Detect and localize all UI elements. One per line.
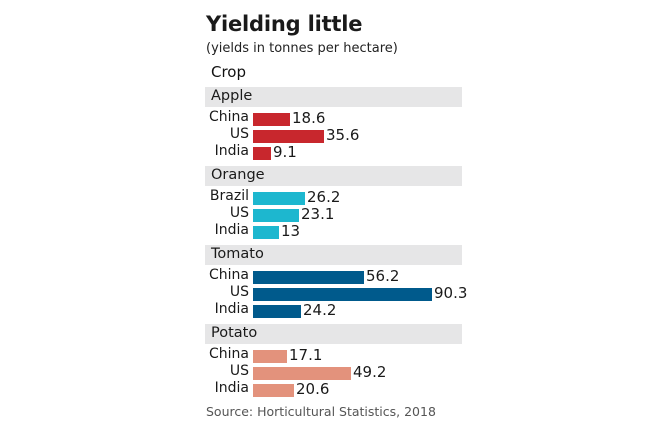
value-label: 24.2 [303, 301, 337, 319]
chart-title: Yielding little [206, 12, 363, 36]
crop-column-label: Crop [211, 63, 247, 81]
bar-row: US 35.6 [205, 126, 505, 144]
value-label: 18.6 [292, 109, 326, 127]
value-label: 35.6 [326, 126, 360, 144]
bar-orange-india [253, 226, 279, 239]
bar-orange-us [253, 209, 299, 222]
bar-potato-us [253, 367, 351, 380]
crop-label: Tomato [211, 246, 264, 262]
crop-label: Orange [211, 167, 265, 183]
value-label: 23.1 [301, 205, 335, 223]
value-label: 17.1 [289, 346, 323, 364]
country-label: US [229, 284, 249, 300]
country-label: US [229, 363, 249, 379]
country-label: India [214, 380, 249, 396]
crop-header-band: Tomato [205, 245, 462, 265]
country-label: India [214, 222, 249, 238]
country-label: China [209, 109, 249, 125]
country-label: US [229, 126, 249, 142]
country-label: China [209, 346, 249, 362]
bar-row: Brazil 26.2 [205, 188, 505, 206]
country-label: China [209, 267, 249, 283]
value-label: 26.2 [307, 188, 341, 206]
value-label: 56.2 [366, 267, 400, 285]
crop-label: Potato [211, 325, 258, 341]
chart-subtitle: (yields in tonnes per hectare) [206, 41, 398, 56]
bar-apple-us [253, 130, 324, 143]
bar-row: India 13 [205, 222, 505, 240]
bar-tomato-us [253, 288, 432, 301]
bar-row: India 20.6 [205, 380, 505, 398]
bar-apple-india [253, 147, 271, 160]
value-label: 20.6 [296, 380, 330, 398]
bar-tomato-india [253, 305, 301, 318]
bar-row: US 23.1 [205, 205, 505, 223]
country-label: Brazil [209, 188, 249, 204]
bar-row: China 18.6 [205, 109, 505, 127]
bar-potato-china [253, 350, 287, 363]
country-label: India [214, 143, 249, 159]
bar-potato-india [253, 384, 294, 397]
value-label: 90.3 [434, 284, 468, 302]
bar-row: US 90.3 [205, 284, 505, 302]
country-label: US [229, 205, 249, 221]
bar-row: India 9.1 [205, 143, 505, 161]
country-label: India [214, 301, 249, 317]
value-label: 13 [281, 222, 301, 240]
bar-orange-brazil [253, 192, 305, 205]
source-note: Source: Horticultural Statistics, 2018 [206, 404, 436, 419]
crop-header-band: Apple [205, 87, 462, 107]
crop-label: Apple [211, 88, 253, 104]
bar-row: US 49.2 [205, 363, 505, 381]
crop-header-band: Potato [205, 324, 462, 344]
bar-row: China 17.1 [205, 346, 505, 364]
bar-row: China 56.2 [205, 267, 505, 285]
value-label: 9.1 [273, 143, 297, 161]
bar-row: India 24.2 [205, 301, 505, 319]
value-label: 49.2 [353, 363, 387, 381]
bar-apple-china [253, 113, 290, 126]
bar-tomato-china [253, 271, 364, 284]
crop-header-band: Orange [205, 166, 462, 186]
